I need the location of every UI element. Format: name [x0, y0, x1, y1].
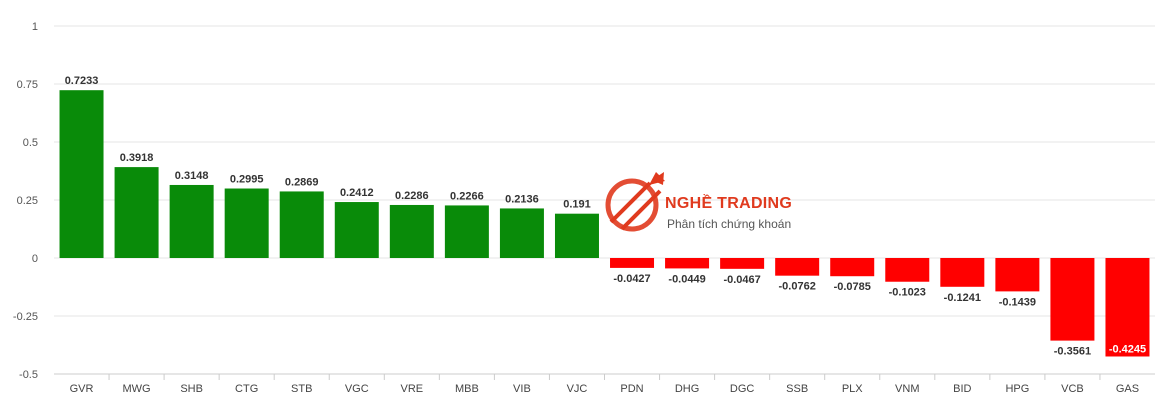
x-tick-label: MBB: [455, 383, 479, 395]
bar-pdn: [610, 258, 655, 268]
data-label: 0.2286: [395, 190, 429, 202]
x-axis-tick-labels: GVR MWG SHB CTG STB VGC VRE MBB VIB VJC PDN DHG DGC S…: [70, 374, 1139, 395]
data-label: 0.2136: [505, 193, 539, 205]
bar-mbb: [444, 205, 489, 258]
data-label: 0.2869: [285, 176, 319, 188]
x-tick-label: STB: [291, 383, 312, 395]
data-label: 0.7233: [65, 75, 99, 87]
watermark-subtitle: Phân tích chứng khoán: [667, 217, 791, 231]
bar-vnm: [885, 258, 930, 282]
data-label: 0.191: [563, 199, 591, 211]
x-tick-label: VCB: [1061, 383, 1084, 395]
bar-vgc: [334, 202, 379, 258]
data-label: 0.3918: [120, 152, 154, 164]
x-tick-label: VJC: [567, 383, 588, 395]
bar-dgc: [720, 258, 765, 269]
bar-hpg: [995, 258, 1040, 292]
bar-vib: [499, 208, 544, 258]
x-tick-label: VRE: [401, 383, 424, 395]
x-tick-label: BID: [953, 383, 971, 395]
x-tick-label: SHB: [180, 383, 203, 395]
y-axis-tick-labels: 1 0.75 0.5 0.25 0 -0.25 -0.5: [13, 21, 38, 381]
trading-arrows-logo-icon: [605, 172, 665, 232]
watermark-logo: NGHỀ TRADING Phân tích chứng khoán: [605, 172, 792, 232]
x-tick-label: VGC: [345, 383, 369, 395]
bar-vre: [389, 204, 434, 258]
y-tick-label: -0.5: [19, 369, 38, 381]
y-tick-label: -0.25: [13, 311, 38, 323]
y-tick-label: 0.25: [17, 195, 38, 207]
x-tick-label: GAS: [1116, 383, 1139, 395]
gridlines: [54, 25, 1155, 375]
y-tick-label: 0.5: [23, 137, 38, 149]
y-tick-label: 0: [32, 253, 38, 265]
data-label: -0.1023: [889, 287, 926, 299]
y-tick-label: 0.75: [17, 79, 38, 91]
y-tick-label: 1: [32, 21, 38, 33]
x-tick-label: VNM: [895, 383, 919, 395]
x-tick-label: DGC: [730, 383, 755, 395]
bar-stb: [279, 191, 324, 258]
data-label: -0.0449: [668, 273, 705, 285]
bar-ctg: [224, 188, 269, 258]
x-tick-label: GVR: [70, 383, 94, 395]
bar-dhg: [665, 258, 710, 269]
x-tick-label: MWG: [123, 383, 151, 395]
bar-vjc: [554, 213, 599, 258]
bar-shb: [169, 184, 214, 258]
data-label: -0.4245: [1109, 343, 1146, 355]
data-label: -0.0427: [613, 273, 650, 285]
data-label: -0.0467: [723, 274, 760, 286]
bar-gas: [1105, 258, 1150, 357]
data-label: -0.0762: [779, 281, 816, 293]
data-label: -0.1439: [999, 296, 1036, 308]
watermark-title: NGHỀ TRADING: [665, 193, 792, 212]
bar-bid: [940, 258, 985, 287]
x-tick-label: HPG: [1005, 383, 1029, 395]
bar-gvr: [59, 90, 104, 258]
x-tick-label: CTG: [235, 383, 258, 395]
x-tick-label: PDN: [620, 383, 643, 395]
data-label: -0.0785: [834, 281, 871, 293]
x-tick-label: PLX: [842, 383, 863, 395]
x-tick-label: SSB: [786, 383, 808, 395]
data-label: 0.2412: [340, 187, 374, 199]
data-label: 0.2266: [450, 190, 484, 202]
data-label: 0.2995: [230, 174, 264, 186]
data-label: -0.1241: [944, 292, 981, 304]
bar-mwg: [114, 167, 159, 258]
bar-vcb: [1050, 258, 1095, 341]
bar-ssb: [775, 258, 820, 276]
x-tick-label: DHG: [675, 383, 699, 395]
data-label: -0.3561: [1054, 346, 1091, 358]
bars: [59, 90, 1150, 357]
data-label: 0.3148: [175, 170, 209, 182]
x-tick-label: VIB: [513, 383, 531, 395]
bar-plx: [830, 258, 875, 277]
data-labels: 0.7233 0.3918 0.3148 0.2995 0.2869 0.2412 0.22…: [65, 75, 1146, 357]
